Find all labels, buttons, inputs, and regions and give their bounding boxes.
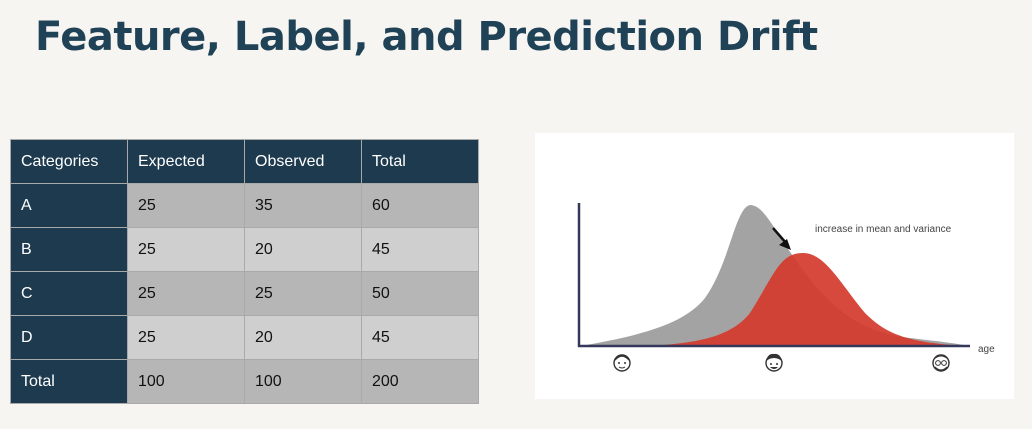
drift-figure-panel: increase in mean and variance age [535, 133, 1014, 399]
header-expected: Expected [127, 139, 245, 184]
total-cell: 60 [361, 183, 479, 228]
row-category: Total [10, 359, 128, 404]
page-title: Feature, Label, and Prediction Drift [35, 14, 818, 60]
row-category: A [10, 183, 128, 228]
total-cell: 45 [361, 227, 479, 272]
adult-face-icon [765, 353, 783, 372]
shifted-distribution [650, 253, 968, 346]
table-row: B 25 20 45 [10, 227, 479, 272]
table-row: A 25 35 60 [10, 183, 479, 228]
total-cell: 200 [361, 359, 479, 404]
expected-cell: 100 [127, 359, 245, 404]
expected-cell: 25 [127, 271, 245, 316]
total-cell: 45 [361, 315, 479, 360]
header-total: Total [361, 139, 479, 184]
drift-figure: increase in mean and variance age [577, 203, 995, 372]
drift-annotation: increase in mean and variance [815, 224, 952, 235]
contingency-table: Categories Expected Observed Total A 25 … [10, 139, 479, 404]
table-total-row: Total 100 100 200 [10, 359, 479, 404]
child-face-icon [613, 354, 631, 372]
header-categories: Categories [10, 139, 128, 184]
header-observed: Observed [244, 139, 362, 184]
observed-cell: 35 [244, 183, 362, 228]
table-row: D 25 20 45 [10, 315, 479, 360]
expected-cell: 25 [127, 315, 245, 360]
table-header-row: Categories Expected Observed Total [10, 139, 479, 184]
observed-cell: 20 [244, 315, 362, 360]
x-axis-label: age [978, 344, 995, 355]
drift-arrow-icon [772, 227, 787, 244]
row-category: C [10, 271, 128, 316]
row-category: B [10, 227, 128, 272]
row-category: D [10, 315, 128, 360]
observed-cell: 25 [244, 271, 362, 316]
expected-cell: 25 [127, 227, 245, 272]
observed-cell: 100 [244, 359, 362, 404]
drift-arrowhead-icon [779, 239, 791, 250]
expected-cell: 25 [127, 183, 245, 228]
table-row: C 25 25 50 [10, 271, 479, 316]
elderly-face-icon [932, 354, 950, 372]
observed-cell: 20 [244, 227, 362, 272]
total-cell: 50 [361, 271, 479, 316]
